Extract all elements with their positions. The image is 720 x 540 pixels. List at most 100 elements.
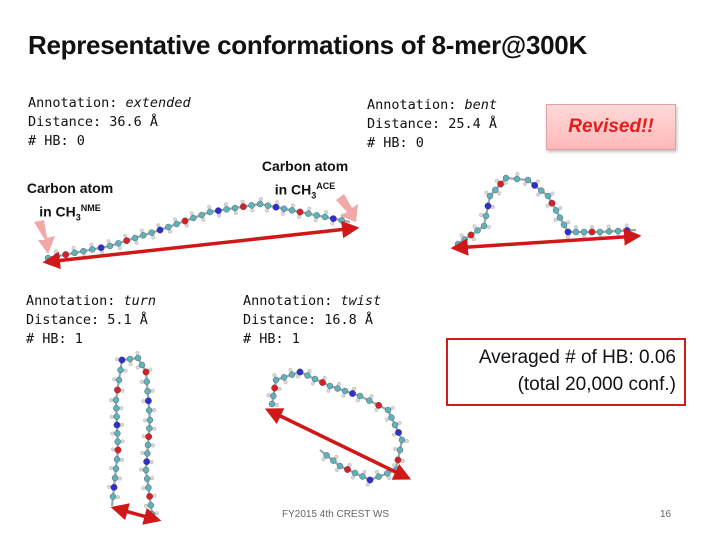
heavy-atom: [146, 425, 153, 432]
heavy-atom: [375, 401, 383, 409]
heavy-atom: [384, 470, 391, 477]
distance-arrow-twist: [264, 408, 412, 480]
heavy-atom: [548, 199, 556, 207]
hydrogen-atom: [128, 361, 133, 366]
hydrogen-atom: [150, 443, 155, 448]
hydrogen-atom: [326, 388, 331, 393]
hydrogen-atom: [574, 224, 579, 229]
heavy-atom: [146, 416, 154, 424]
hydrogen-atom: [109, 398, 114, 403]
hydrogen-atom: [141, 434, 146, 439]
hydrogen-atom: [283, 380, 288, 385]
hydrogen-atom: [362, 469, 367, 474]
hydrogen-atom: [156, 223, 161, 228]
hydrogen-atom: [369, 394, 374, 399]
heavy-atom: [351, 469, 359, 477]
heavy-atom: [62, 251, 70, 258]
hydrogen-atom: [141, 486, 146, 491]
heavy-atom: [321, 213, 329, 221]
hydrogen-atom: [277, 386, 282, 391]
heavy-atom: [596, 228, 604, 236]
hydrogen-atom: [553, 218, 558, 223]
heavy-atom: [140, 232, 147, 239]
heavy-atom: [144, 388, 151, 395]
heavy-atom: [588, 228, 596, 236]
hydrogen-atom: [141, 399, 146, 404]
hydrogen-atom: [484, 190, 489, 195]
heavy-atom: [270, 392, 277, 400]
pointer-arrow-nme: [34, 220, 55, 254]
hydrogen-atom: [149, 460, 154, 465]
heavy-atom: [497, 180, 505, 188]
heavy-atom: [143, 378, 151, 385]
heavy-atom: [319, 379, 326, 386]
heavy-atom: [198, 211, 205, 219]
hydrogen-atom: [117, 476, 122, 481]
hydrogen-atom: [139, 380, 144, 385]
heavy-atom: [173, 220, 180, 228]
hydrogen-atom: [115, 357, 120, 362]
hydrogen-atom: [120, 388, 125, 393]
hydrogen-atom: [355, 398, 360, 403]
heavy-atom: [513, 175, 521, 183]
heavy-atom: [329, 215, 337, 223]
heavy-atom: [114, 386, 121, 394]
hydrogen-atom: [123, 233, 128, 238]
hydrogen-atom: [120, 439, 125, 444]
hydrogen-atom: [392, 463, 397, 468]
heavy-atom: [366, 476, 374, 484]
molecule-chains: [44, 172, 637, 518]
hydrogen-atom: [522, 181, 527, 186]
hydrogen-atom: [139, 228, 144, 233]
distance-arrow-extended: [42, 220, 360, 270]
heavy-atom: [112, 465, 120, 472]
hydrogen-atom: [490, 204, 495, 209]
hydrogen-atom: [217, 213, 222, 218]
heavy-atom: [467, 231, 475, 239]
heavy-atom: [145, 407, 153, 414]
hydrogen-atom: [117, 246, 122, 251]
heavy-atom: [556, 214, 564, 221]
heavy-atom: [143, 475, 151, 482]
heavy-atom: [375, 473, 382, 480]
hydrogen-atom: [250, 208, 255, 213]
hydrogen-atom: [172, 217, 177, 222]
heavy-atom: [538, 187, 545, 194]
heavy-atom: [288, 371, 296, 378]
averaged-hb-box: Averaged # of HB: 0.06 (total 20,000 con…: [446, 338, 686, 406]
heavy-atom: [114, 430, 121, 437]
averaged-line2: (total 20,000 conf.): [517, 374, 676, 395]
heavy-atom: [144, 397, 152, 405]
heavy-atom: [106, 242, 114, 250]
heavy-atom: [144, 441, 152, 449]
hydrogen-atom: [479, 213, 484, 218]
heavy-atom: [323, 452, 330, 459]
hydrogen-atom: [266, 393, 271, 398]
hydrogen-atom: [184, 223, 189, 228]
heavy-atom: [502, 174, 510, 182]
hydrogen-atom: [109, 414, 114, 419]
heavy-atom: [118, 356, 126, 364]
hydrogen-atom: [109, 466, 114, 471]
heavy-atom: [190, 214, 197, 222]
hydrogen-atom: [106, 239, 111, 244]
heavy-atom: [531, 181, 539, 189]
heavy-atom: [113, 456, 121, 463]
heavy-atom: [271, 384, 279, 392]
heavy-atom: [296, 368, 304, 376]
hydrogen-atom: [140, 450, 145, 455]
hydrogen-atom: [53, 249, 58, 254]
heavy-atom: [384, 406, 392, 414]
heavy-atom: [131, 234, 139, 242]
revised-badge: Revised!!: [546, 104, 676, 150]
heavy-atom: [113, 421, 121, 429]
hydrogen-atom: [119, 422, 124, 427]
hydrogen-atom: [350, 475, 355, 480]
hydrogen-atom: [135, 365, 140, 370]
heavy-atom: [366, 397, 373, 404]
hydrogen-atom: [168, 229, 173, 234]
heavy-atom: [138, 361, 146, 369]
heavy-atom: [580, 228, 588, 236]
hydrogen-atom: [290, 203, 295, 208]
